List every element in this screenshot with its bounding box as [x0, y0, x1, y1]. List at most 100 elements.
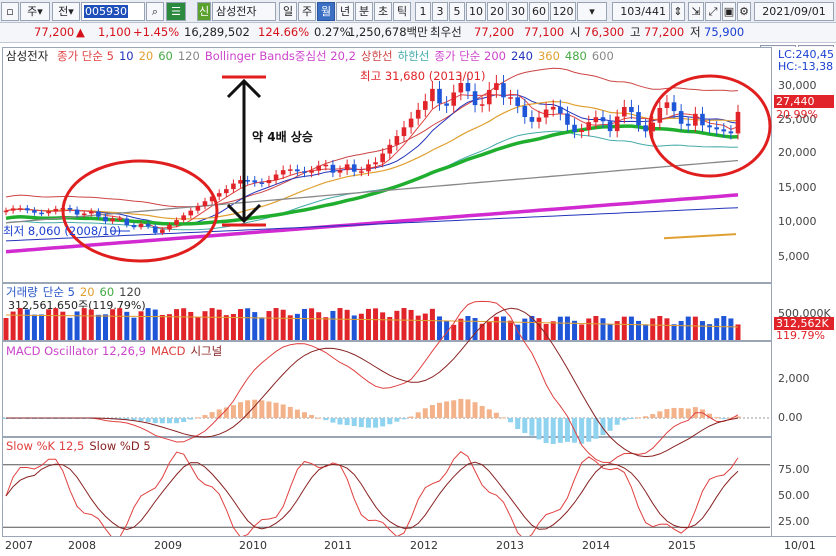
candle-body: [195, 205, 201, 211]
period-second[interactable]: 초: [374, 2, 392, 21]
y-tick: 25.00: [778, 515, 810, 528]
y-tick: 500,000K: [778, 307, 831, 320]
gear-icon[interactable]: ⚙: [737, 2, 751, 21]
price-legend-item[interactable]: 종가 단순 200: [434, 49, 506, 63]
period-month[interactable]: 월: [317, 2, 335, 21]
pin-icon[interactable]: ▫: [1, 2, 19, 21]
volume-bar: [515, 324, 521, 340]
candle-body: [96, 211, 101, 217]
volume-ratio: 124.66%: [258, 25, 310, 39]
candle-body: [621, 107, 627, 117]
counter-stepper-icon[interactable]: ⇕: [671, 2, 685, 21]
interval-20[interactable]: 20: [487, 2, 507, 21]
price-legend-item[interactable]: 480: [564, 49, 587, 63]
interval-dropdown[interactable]: ▾: [577, 2, 607, 21]
interval-1[interactable]: 1: [415, 2, 431, 21]
candle-body: [444, 103, 449, 106]
macd-legend-item[interactable]: MACD Oscillator 12,26,9: [6, 344, 146, 358]
ma20-line: [5, 100, 739, 220]
date-field[interactable]: 2021/09/01: [754, 2, 834, 21]
volume-bar: [458, 318, 464, 340]
volume-legend-item[interactable]: 20: [79, 285, 95, 299]
volume-bar: [579, 324, 585, 340]
volume-legend-item[interactable]: 120: [119, 285, 142, 299]
candle-body: [671, 102, 677, 112]
volume-legend-item[interactable]: 단순 5: [42, 285, 75, 299]
price-legend-item[interactable]: Bollinger Bands중심선 20,2: [204, 49, 356, 63]
candle-body: [515, 97, 520, 106]
candle-body: [46, 211, 51, 214]
volume-bar: [81, 308, 87, 340]
period-year[interactable]: 년: [336, 2, 354, 21]
interval-60[interactable]: 60: [529, 2, 549, 21]
oscillator-bar: [550, 418, 556, 444]
search-icon[interactable]: ⌕: [146, 2, 164, 21]
volume-bar: [365, 308, 371, 340]
volume-legend-item[interactable]: 거래량: [6, 285, 38, 299]
price-legend-item[interactable]: 종가 단순 5: [56, 49, 114, 63]
period-minute[interactable]: 분: [355, 2, 373, 21]
mode-dropdown[interactable]: 전▾: [52, 2, 80, 21]
oscillator-bar: [707, 413, 713, 418]
period-week[interactable]: 주: [298, 2, 316, 21]
market-dropdown[interactable]: 주▾: [20, 2, 50, 21]
stochastic-panel[interactable]: [2, 437, 772, 537]
period-tick[interactable]: 틱: [393, 2, 411, 21]
shrink-icon[interactable]: ⇲: [688, 2, 704, 21]
period-day[interactable]: 일: [279, 2, 297, 21]
price-legend-item[interactable]: 60: [158, 49, 173, 63]
price-legend-item[interactable]: 240: [510, 49, 533, 63]
candle-body: [181, 215, 186, 221]
volume-bar: [31, 314, 37, 340]
price-legend-item[interactable]: 120: [177, 49, 200, 63]
oscillator-bar: [202, 415, 208, 418]
candle-body: [565, 113, 570, 125]
oscillator-bar: [422, 408, 428, 418]
volume-bar: [181, 308, 187, 340]
price-legend-item[interactable]: 20: [138, 49, 154, 63]
price-y-axis: LC:240,45 HC:-13,38 30,000 20,000 15,000…: [772, 47, 836, 283]
volume-bar: [543, 323, 549, 340]
stochastic-legend: Slow %K 12,5 Slow %D 5: [6, 439, 161, 453]
volume-bar: [735, 324, 741, 340]
stochastic-legend-item[interactable]: Slow %K 12,5: [6, 439, 85, 453]
price-legend-item[interactable]: 360: [537, 49, 560, 63]
stock-code-input[interactable]: 005930: [81, 2, 145, 21]
macd-y-axis: 2,000 0.00: [772, 341, 836, 437]
oscillator-bar: [358, 418, 364, 428]
price-legend-item[interactable]: 600: [591, 49, 614, 63]
stochastic-y-axis: 75.00 50.00 25.00: [772, 437, 836, 537]
candle-body: [266, 179, 272, 184]
chart-tool-icon[interactable]: ⤢: [705, 2, 721, 21]
price-legend-item[interactable]: 10: [118, 49, 134, 63]
interval-30[interactable]: 30: [508, 2, 528, 21]
volume-bar: [74, 311, 80, 340]
candle-body: [287, 169, 293, 171]
chart-canvas[interactable]: [0, 43, 772, 537]
interval-120[interactable]: 120: [550, 2, 576, 21]
macd-panel[interactable]: [2, 341, 772, 437]
macd-legend-item[interactable]: 시그널: [190, 344, 223, 358]
interval-10[interactable]: 10: [466, 2, 486, 21]
oscillator-bar: [664, 409, 670, 418]
candle-body: [657, 107, 663, 123]
interval-5[interactable]: 5: [449, 2, 465, 21]
candle-body: [351, 164, 357, 172]
candle-body: [209, 196, 215, 202]
high-note: 최고 31,680 (2013/01): [360, 69, 486, 83]
highlight-circle-2008: [61, 159, 219, 263]
panel-tab-title[interactable]: 삼성전자: [6, 49, 49, 63]
y-tick: 50.00: [778, 489, 810, 502]
save-icon[interactable]: ▣: [722, 2, 736, 21]
stock-name: 삼성전자: [212, 2, 276, 21]
volume-legend-item[interactable]: 60: [99, 285, 115, 299]
candle-body: [714, 127, 719, 130]
price-legend-item[interactable]: 상한선: [360, 49, 393, 63]
stochastic-legend-item[interactable]: Slow %D 5: [89, 439, 151, 453]
menu-icon[interactable]: ☰: [166, 2, 186, 21]
interval-3[interactable]: 3: [432, 2, 448, 21]
price-legend-item[interactable]: 하한선: [397, 49, 430, 63]
volume-bar: [522, 318, 528, 340]
oscillator-bar: [301, 412, 307, 418]
macd-legend-item[interactable]: MACD: [150, 344, 186, 358]
